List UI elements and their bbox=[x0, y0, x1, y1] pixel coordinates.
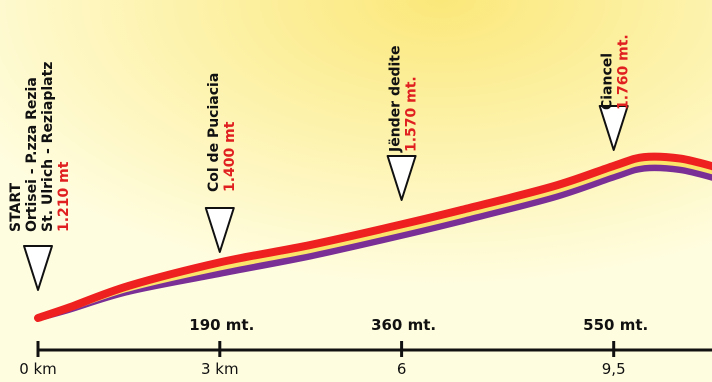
waypoint-altitude-label: 1.760 mt. bbox=[616, 34, 632, 110]
waypoint-name-label: Ciancel bbox=[600, 53, 616, 110]
waypoint-name-label: Col de Puciacia bbox=[206, 73, 222, 192]
x-tick-label: 0 km bbox=[19, 360, 57, 378]
x-tick-label: 9,5 bbox=[602, 360, 626, 378]
segment-gain-label: 190 mt. bbox=[189, 316, 254, 334]
waypoint-marker bbox=[204, 207, 235, 253]
waypoint-name-label: Jënder dedite bbox=[388, 46, 404, 154]
segment-gain-label: 360 mt. bbox=[371, 316, 436, 334]
waypoint-altitude-label: 1.210 mt bbox=[56, 161, 72, 232]
waypoint-name-label: St. Ulrich - Reziaplatz bbox=[40, 62, 56, 232]
segment-gain-label: 550 mt. bbox=[583, 316, 648, 334]
waypoint-marker bbox=[598, 105, 629, 151]
waypoint-altitude-label: 1.400 mt bbox=[222, 121, 238, 192]
waypoint-marker bbox=[386, 155, 417, 201]
profile-line-top bbox=[34, 152, 712, 322]
waypoint-name-label: Ortisei - P.zza Rezia bbox=[24, 77, 40, 232]
x-tick-label: 6 bbox=[397, 360, 407, 378]
waypoint-marker bbox=[23, 245, 53, 291]
x-tick-label: 3 km bbox=[201, 360, 239, 378]
waypoint-altitude-label: 1.570 mt. bbox=[404, 76, 420, 152]
waypoint-name-label: START bbox=[8, 182, 24, 232]
